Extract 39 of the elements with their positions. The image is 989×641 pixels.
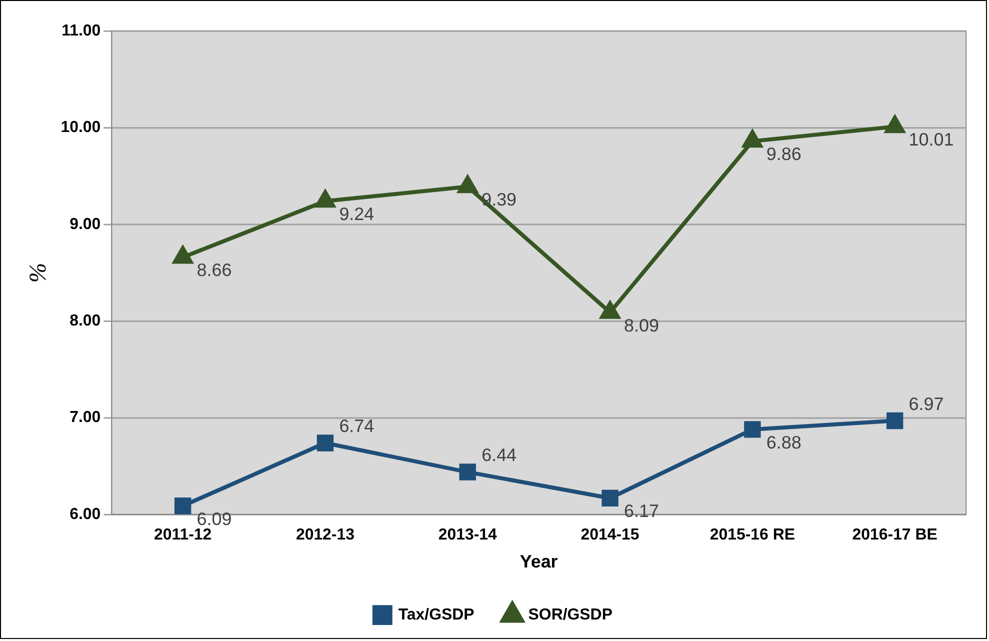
point — [885, 116, 905, 134]
x-tick-label: 2011-12 — [154, 526, 212, 544]
point — [742, 130, 762, 148]
point — [315, 190, 335, 208]
y-tick-label: 6.00 — [70, 506, 101, 523]
x-tick-label: 2015-16 RE — [710, 526, 795, 544]
data-label: 10.01 — [908, 130, 954, 150]
y-tick-label: 10.00 — [60, 119, 101, 136]
point — [458, 176, 478, 194]
legend-label: SOR/GSDP — [528, 606, 613, 624]
y-axis-title: % — [26, 262, 52, 283]
x-tick-label: 2013-14 — [438, 526, 498, 544]
point — [886, 412, 904, 430]
data-label: 6.97 — [908, 394, 944, 414]
data-label: 8.09 — [624, 315, 659, 336]
x-axis-title: Year — [520, 551, 558, 572]
point — [316, 434, 334, 452]
point — [600, 301, 620, 319]
data-label: 9.24 — [339, 204, 374, 224]
legend-label: Tax/GSDP — [398, 606, 475, 624]
data-label: 9.86 — [766, 144, 802, 164]
data-label: 6.88 — [766, 432, 802, 452]
point — [173, 246, 193, 264]
data-label: 6.09 — [196, 508, 232, 529]
x-tick-label: 2012-13 — [296, 526, 355, 544]
x-tick-label: 2016-17 BE — [852, 526, 938, 544]
y-tick-label: 9.00 — [70, 216, 101, 233]
x-tick-label: 2014-15 — [580, 526, 640, 544]
y-tick-label: 8.00 — [70, 312, 101, 330]
point — [174, 498, 192, 514]
point — [744, 421, 761, 438]
point — [602, 490, 618, 506]
data-label: 6.17 — [624, 501, 659, 522]
y-tick-label: 7.00 — [70, 409, 101, 426]
data-label: 6.44 — [482, 445, 517, 466]
data-label: 6.74 — [339, 416, 374, 436]
y-tick-label: 11.00 — [62, 22, 101, 40]
point — [459, 464, 476, 480]
data-label: 8.66 — [196, 260, 232, 280]
